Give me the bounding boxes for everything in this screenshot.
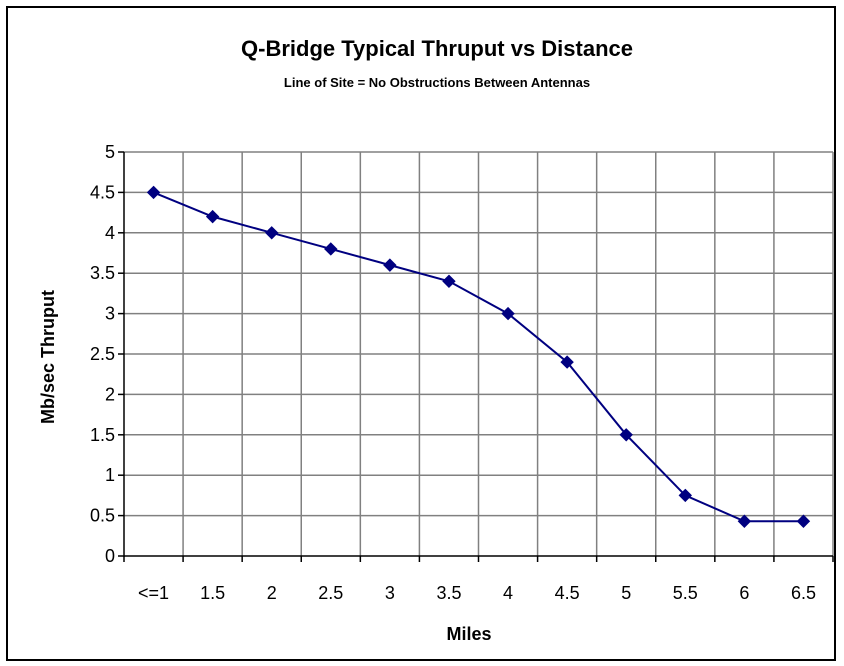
chart-frame [6,6,836,661]
axes [118,151,834,562]
y-tick-label: 0 [105,546,115,566]
y-tick-label: 1 [105,465,115,485]
chart-title: Q-Bridge Typical Thruput vs Distance [241,36,633,61]
x-tick-label: 3 [385,583,395,603]
y-tick-labels: 0 0.5 1 1.5 2 2.5 3 3.5 4 4.5 5 [90,142,115,566]
data-point [324,242,338,256]
data-point [737,514,752,528]
data-point [678,488,692,503]
x-tick-label: 2 [267,583,277,603]
data-point [265,226,279,240]
x-tick-label: 1.5 [200,583,225,603]
data-point [383,258,397,272]
x-tick-labels: <=1 1.5 2 2.5 3 3.5 4 4.5 5 5.5 6 6.5 [138,583,816,603]
x-tick-label: 4.5 [555,583,580,603]
y-tick-label: 3.5 [90,263,115,283]
x-tick-label: <=1 [138,583,169,603]
x-tick-label: 4 [503,583,513,603]
x-tick-label: 5.5 [673,583,698,603]
y-tick-label: 1.5 [90,425,115,445]
chart-subtitle: Line of Site = No Obstructions Between A… [284,75,590,90]
data-point [796,514,811,528]
y-tick-label: 2 [105,384,115,404]
y-tick-label: 2.5 [90,344,115,364]
x-tick-label: 6 [739,583,749,603]
data-point [442,274,456,288]
series-line [153,191,804,523]
x-tick-label: 5 [621,583,631,603]
data-point [560,355,574,369]
y-tick-label: 4.5 [90,182,115,202]
data-point [501,306,515,321]
y-axis-title: Mb/sec Thruput [38,290,58,424]
y-tick-label: 3 [105,304,115,324]
grid [124,151,834,556]
y-tick-label: 4 [105,223,115,243]
y-tick-label: 5 [105,142,115,162]
series [146,185,811,528]
x-tick-label: 6.5 [791,583,816,603]
y-tick-label: 0.5 [90,506,115,526]
x-tick-label: 2.5 [318,583,343,603]
data-point [146,185,161,200]
data-point [205,209,220,224]
x-axis-title: Miles [446,624,491,644]
data-point [619,428,633,442]
x-tick-label: 3.5 [436,583,461,603]
